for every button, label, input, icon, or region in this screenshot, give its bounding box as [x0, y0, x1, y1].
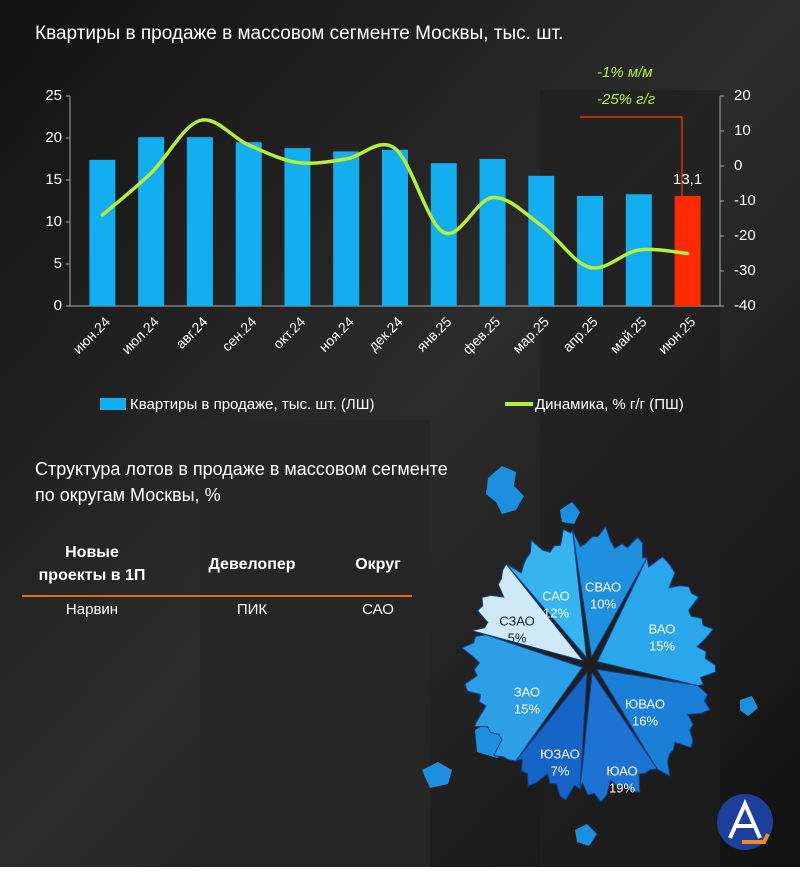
outskirt [575, 824, 597, 846]
line [100, 118, 690, 270]
value-label: 13,1 [673, 171, 702, 188]
district [579, 671, 659, 803]
map-title-line: по округам Москвы, % [35, 485, 221, 505]
district-name: СЗАО [499, 613, 535, 628]
district-label: 19% [609, 780, 635, 795]
bar [382, 149, 408, 306]
legend-label: Квартиры в продаже, тыс. шт. (ЛШ) [130, 396, 375, 413]
district [596, 556, 717, 687]
y-tick-label: 25 [45, 87, 62, 104]
table-cell: ПИК [237, 601, 268, 618]
district-label: 12% [543, 605, 569, 620]
district [514, 670, 588, 801]
district-name: ВАО [649, 621, 676, 636]
district-label: 15% [514, 701, 540, 716]
y-tick-label: 5 [54, 255, 62, 272]
y2-tick-label: -40 [734, 297, 756, 314]
district [505, 528, 588, 660]
logo-mark [728, 799, 762, 839]
y-tick-label: 10 [45, 213, 62, 230]
map-title: Структура лотов в продаже в массовом сег… [35, 459, 448, 479]
district [471, 563, 585, 662]
chart-title: Квартиры в продаже в массовом сегменте М… [35, 23, 563, 44]
y-tick-label: 20 [45, 129, 62, 146]
table-cell: САО [362, 601, 394, 618]
district-name: ЮАО [606, 763, 637, 778]
outskirt [422, 762, 452, 788]
zelenograd [486, 466, 524, 514]
bar [333, 151, 360, 306]
legend-label: Динамика, % г/г (ПШ) [535, 396, 684, 413]
table-header: Девелопер [208, 556, 295, 573]
y-tick-label: 0 [54, 297, 62, 314]
annotation: -1% м/м [597, 64, 653, 81]
table-header: Округ [355, 556, 401, 573]
district-label: 15% [649, 638, 675, 653]
district [572, 525, 648, 659]
annotation-bracket [580, 116, 683, 232]
bar [479, 159, 506, 306]
table-cell: Нарвин [66, 601, 118, 618]
y2-tick-label: -10 [734, 192, 756, 209]
district-label: 5% [508, 630, 527, 645]
y2-tick-label: -30 [734, 262, 756, 279]
y2-tick-label: 20 [734, 87, 751, 104]
district-name: САО [542, 588, 570, 603]
y2-tick-label: 10 [734, 122, 751, 139]
district-name: ЮВАО [625, 696, 665, 711]
bar [235, 142, 262, 306]
district [460, 634, 584, 762]
y2-tick-label: 0 [734, 157, 742, 174]
bar [430, 163, 457, 306]
bar [528, 175, 555, 306]
building [200, 420, 430, 867]
bar [577, 195, 604, 306]
district-name: СВАО [585, 579, 621, 594]
outskirt [740, 696, 758, 716]
logo-accent [742, 833, 770, 844]
bar [284, 148, 311, 306]
table-header: Новые [65, 544, 119, 561]
annotation: -25% г/г [597, 91, 656, 108]
district-name: ЮЗАО [540, 746, 579, 761]
district-label: 16% [632, 713, 658, 728]
bar [186, 137, 213, 306]
outskirt [560, 502, 580, 524]
district [595, 668, 711, 777]
table-header-line: проекты в 1П [39, 567, 146, 584]
legend-swatch [100, 398, 126, 410]
y-tick-label: 15 [45, 171, 62, 188]
district-label: 10% [590, 596, 616, 611]
bar [89, 159, 116, 306]
y2-tick-label: -20 [734, 227, 756, 244]
district-label: 7% [551, 763, 570, 778]
district-name: ЗАО [514, 684, 540, 699]
